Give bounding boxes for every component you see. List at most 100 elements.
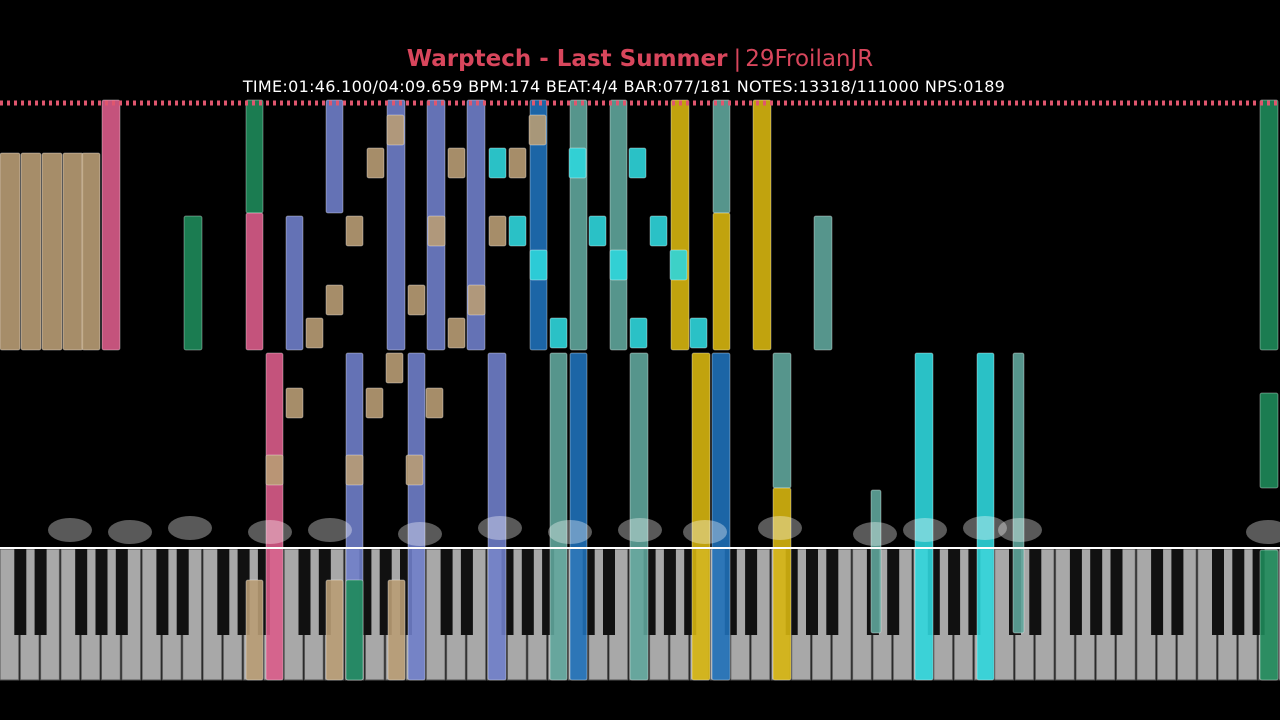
note — [689, 317, 708, 349]
note — [101, 99, 121, 351]
note — [1012, 352, 1025, 634]
note — [345, 579, 364, 681]
spark — [478, 516, 522, 540]
note — [325, 284, 344, 316]
note — [305, 317, 324, 349]
note — [447, 147, 466, 179]
song-title: Warptech - Last Summer | 29FroilanJR — [407, 46, 874, 72]
note — [385, 352, 404, 384]
note — [41, 152, 63, 351]
spark — [853, 522, 897, 546]
note — [670, 99, 690, 351]
note — [609, 99, 628, 351]
note — [549, 352, 568, 681]
black-key — [34, 549, 47, 635]
black-key — [176, 549, 189, 635]
note — [325, 579, 344, 681]
black-key — [603, 549, 615, 635]
note — [609, 249, 628, 281]
note — [629, 352, 649, 681]
author: 29FroilanJR — [745, 46, 873, 72]
black-key — [1110, 549, 1123, 635]
note — [425, 387, 444, 419]
note — [366, 147, 385, 179]
white-key — [1278, 548, 1280, 681]
title: Warptech - Last Summer — [407, 46, 728, 72]
spark — [758, 516, 802, 540]
note — [528, 114, 547, 146]
black-key — [826, 549, 839, 635]
note — [386, 114, 405, 146]
stats: TIME:01:46.100/04:09.659 BPM:174 BEAT:4/… — [242, 77, 1005, 96]
spark — [248, 520, 292, 544]
notes — [0, 99, 1280, 681]
black-key — [156, 549, 169, 635]
spark — [963, 516, 1007, 540]
spark — [168, 516, 212, 540]
spark — [618, 518, 662, 542]
spark — [1246, 520, 1280, 544]
note — [691, 352, 711, 681]
note — [265, 454, 284, 486]
note — [20, 152, 42, 351]
note — [712, 99, 731, 214]
note — [568, 147, 587, 179]
note — [588, 215, 607, 247]
spark — [998, 518, 1042, 542]
note — [0, 152, 21, 351]
note — [549, 317, 568, 349]
note — [628, 147, 647, 179]
black-key — [663, 549, 676, 635]
spark — [398, 522, 442, 546]
note — [427, 215, 446, 247]
note — [669, 249, 688, 281]
black-key — [14, 549, 27, 635]
black-key — [75, 549, 88, 635]
spark — [903, 518, 947, 542]
black-key — [887, 549, 900, 635]
note — [285, 215, 304, 351]
black-key — [745, 549, 758, 635]
black-key — [1232, 549, 1245, 635]
note — [870, 489, 882, 634]
note — [345, 215, 364, 247]
note — [772, 487, 792, 681]
spark — [108, 520, 152, 544]
note — [285, 387, 304, 419]
black-key — [217, 549, 230, 635]
note — [265, 352, 284, 681]
note — [1259, 392, 1279, 489]
black-key — [1171, 549, 1184, 635]
black-key — [948, 549, 961, 635]
note — [813, 215, 833, 351]
black-key — [1090, 549, 1103, 635]
note — [387, 579, 406, 681]
spark — [308, 518, 352, 542]
note — [488, 215, 507, 247]
note — [569, 352, 588, 681]
black-key — [806, 549, 818, 635]
note — [405, 454, 424, 486]
note — [345, 454, 364, 486]
black-key — [115, 549, 128, 635]
note — [569, 99, 588, 351]
note — [325, 99, 344, 214]
note — [245, 99, 264, 214]
black-key — [95, 549, 108, 635]
spark — [683, 520, 727, 544]
note — [365, 387, 384, 419]
black-key — [298, 549, 311, 635]
note — [407, 284, 426, 316]
note — [914, 352, 934, 681]
note — [487, 352, 507, 681]
note — [1259, 99, 1279, 351]
note — [245, 579, 264, 681]
note — [529, 99, 548, 351]
note — [529, 249, 548, 281]
note — [1259, 549, 1279, 681]
black-key — [1029, 549, 1042, 635]
black-key — [1151, 549, 1164, 635]
spark — [48, 518, 92, 542]
note — [711, 352, 731, 681]
